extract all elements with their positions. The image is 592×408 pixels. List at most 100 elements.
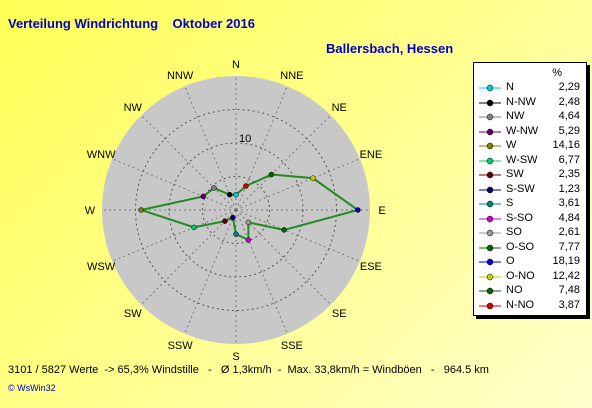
legend-item: SO 2,61 xyxy=(474,226,586,240)
legend: % N 2,29 N-NW 2,48 NW 4,64 W-NW 5,29 W 14,16 W-SW 6… xyxy=(473,62,587,316)
legend-item: S-SO 4,84 xyxy=(474,212,586,226)
legend-label: N-NO xyxy=(506,298,535,311)
legend-marker xyxy=(479,200,501,208)
copyright: © WsWin32 xyxy=(8,383,56,393)
legend-marker xyxy=(479,142,501,150)
direction-label-s: S xyxy=(232,351,239,363)
data-point-nne xyxy=(243,183,249,189)
legend-item: O-SO 7,77 xyxy=(474,241,586,255)
legend-label: SW xyxy=(506,168,524,180)
direction-label-wsw: WSW xyxy=(87,261,116,273)
spoke-sw xyxy=(140,209,237,306)
ring-15 xyxy=(135,109,337,311)
data-point-wsw xyxy=(191,224,197,231)
direction-label-wnw: WNW xyxy=(87,149,116,161)
spoke-ssw xyxy=(184,209,237,334)
spoke-wsw xyxy=(112,209,237,262)
direction-label-nnw: NNW xyxy=(167,70,194,82)
legend-item: N 2,29 xyxy=(474,81,586,95)
direction-label-nne: NNE xyxy=(280,70,303,82)
legend-value: 14,16 xyxy=(552,139,580,151)
legend-marker xyxy=(479,99,501,106)
legend-marker xyxy=(479,84,501,92)
legend-label: S-SO xyxy=(506,211,533,224)
legend-label: N xyxy=(506,81,514,93)
legend-marker xyxy=(479,302,501,309)
chart-subtitle-location: Ballersbach, Hessen xyxy=(326,41,454,56)
legend-value: 7,77 xyxy=(558,240,580,253)
data-point-s xyxy=(233,231,239,237)
direction-label-ssw: SSW xyxy=(168,340,194,352)
legend-marker xyxy=(479,215,501,222)
legend-value: 1,23 xyxy=(558,182,580,195)
legend-value: 12,42 xyxy=(552,269,580,282)
legend-label: SO xyxy=(506,226,522,238)
data-point-ne xyxy=(268,171,275,178)
data-point-nw xyxy=(211,185,217,191)
footer-stats: 3101 / 5827 Werte -> 65,3% Windstille - … xyxy=(8,364,489,376)
direction-label-sw: SW xyxy=(124,308,142,320)
legend-value: 5,29 xyxy=(558,124,580,137)
direction-label-ese: ESE xyxy=(360,261,382,273)
legend-label: NW xyxy=(506,110,525,122)
data-point-sse xyxy=(245,237,252,243)
data-point-se xyxy=(245,219,252,226)
direction-label-ne: NE xyxy=(332,102,347,114)
legend-label: NO xyxy=(506,284,523,296)
legend-value: 3,61 xyxy=(558,197,580,209)
legend-item: W 14,16 xyxy=(474,139,586,153)
spoke-sse xyxy=(235,209,288,334)
legend-value: 2,48 xyxy=(558,95,580,108)
legend-value: 7,48 xyxy=(558,284,580,296)
legend-value: 2,29 xyxy=(558,81,580,93)
legend-item: N-NW 2,48 xyxy=(474,96,586,110)
legend-label: O-NO xyxy=(506,269,535,282)
data-point-ese xyxy=(281,227,287,233)
spoke-ene xyxy=(235,158,360,211)
data-point-ssw xyxy=(230,214,236,221)
legend-marker xyxy=(479,128,501,135)
legend-marker xyxy=(479,287,501,295)
legend-item: W-SW 6,77 xyxy=(474,154,586,168)
legend-item: S-SW 1,23 xyxy=(474,183,586,197)
direction-label-ene: ENE xyxy=(360,149,383,161)
legend-marker xyxy=(479,186,501,193)
direction-label-se: SE xyxy=(332,308,347,320)
legend-label: O-SO xyxy=(506,240,535,253)
legend-value: 2,61 xyxy=(558,226,580,238)
legend-marker xyxy=(479,229,501,237)
data-point-n xyxy=(233,191,239,198)
legend-marker xyxy=(479,258,501,266)
legend-item: S 3,61 xyxy=(474,197,586,211)
direction-label-e: E xyxy=(378,205,385,217)
legend-label: N-NW xyxy=(506,95,536,108)
legend-item: NW 4,64 xyxy=(474,110,586,124)
legend-marker xyxy=(479,113,501,121)
legend-label: W-SW xyxy=(506,153,538,166)
ring-5 xyxy=(202,176,270,244)
legend-value: 2,35 xyxy=(558,168,580,180)
direction-label-n: N xyxy=(232,59,240,71)
legend-unit: % xyxy=(552,67,562,79)
legend-value: 6,77 xyxy=(558,153,580,166)
data-point-wnw xyxy=(200,193,207,200)
direction-label-nw: NW xyxy=(124,102,143,114)
legend-value: 3,87 xyxy=(558,298,580,311)
legend-item: O-NO 12,42 xyxy=(474,270,586,284)
legend-item: NO 7,48 xyxy=(474,284,586,298)
ring-label: 10 xyxy=(239,133,251,145)
legend-label: W-NW xyxy=(506,124,539,137)
legend-value: 18,19 xyxy=(552,255,580,267)
legend-label: S-SW xyxy=(506,182,535,195)
legend-value: 4,64 xyxy=(558,110,580,122)
legend-label: O xyxy=(506,255,515,267)
direction-label-w: W xyxy=(85,205,96,217)
data-point-w xyxy=(138,207,144,213)
data-point-ene xyxy=(310,175,316,181)
legend-item: O 18,19 xyxy=(474,255,586,269)
legend-item: W-NW 5,29 xyxy=(474,125,586,139)
direction-label-sse: SSE xyxy=(281,340,303,352)
data-point-sw xyxy=(222,218,228,224)
legend-item: N-NO 3,87 xyxy=(474,299,586,313)
